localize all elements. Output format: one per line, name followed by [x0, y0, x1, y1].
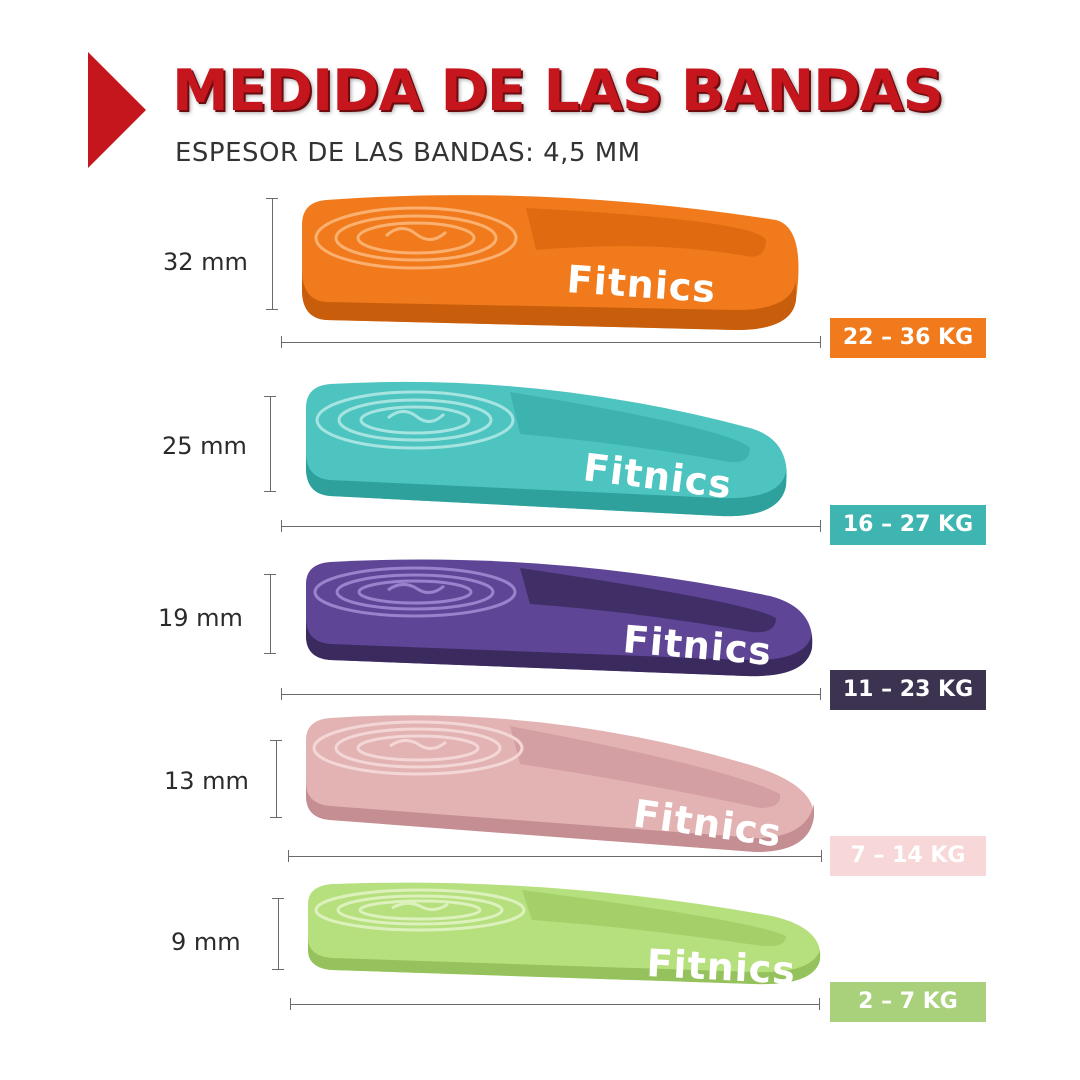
- height-dimension-line: [266, 198, 278, 310]
- resistance-badge: 2 – 7 KG: [830, 982, 986, 1022]
- band-width-label: 32 mm: [163, 248, 248, 276]
- height-dimension-line: [272, 898, 284, 970]
- band-image-purple: Fitnics: [306, 559, 813, 677]
- brand-logo-text: Fitnics: [565, 257, 717, 311]
- band-image-orange: Fitnics: [302, 195, 799, 330]
- resistance-badge: 16 – 27 KG: [830, 505, 986, 545]
- resistance-badge: 22 – 36 KG: [830, 318, 986, 358]
- length-dimension-line: [281, 688, 821, 700]
- band-width-label: 19 mm: [158, 604, 243, 632]
- band-image-pink: Fitnics: [306, 715, 814, 856]
- page-subtitle: ESPESOR DE LAS BANDAS: 4,5 MM: [175, 138, 641, 168]
- length-dimension-line: [288, 850, 822, 862]
- band-image-teal: Fitnics: [306, 381, 787, 517]
- resistance-badge: 7 – 14 KG: [830, 836, 986, 876]
- band-width-label: 25 mm: [162, 432, 247, 460]
- length-dimension-line: [290, 998, 820, 1010]
- height-dimension-line: [264, 396, 276, 492]
- red-arrow-icon: [88, 52, 146, 168]
- length-dimension-line: [281, 520, 821, 532]
- band-image-green: Fitnics: [308, 882, 821, 993]
- brand-logo-text: Fitnics: [646, 941, 797, 993]
- band-width-label: 13 mm: [164, 767, 249, 795]
- height-dimension-line: [270, 740, 282, 818]
- length-dimension-line: [281, 336, 821, 348]
- band-width-label: 9 mm: [171, 928, 241, 956]
- height-dimension-line: [264, 574, 276, 654]
- resistance-badge: 11 – 23 KG: [830, 670, 986, 710]
- page-title: MEDIDA DE LAS BANDAS: [172, 58, 944, 124]
